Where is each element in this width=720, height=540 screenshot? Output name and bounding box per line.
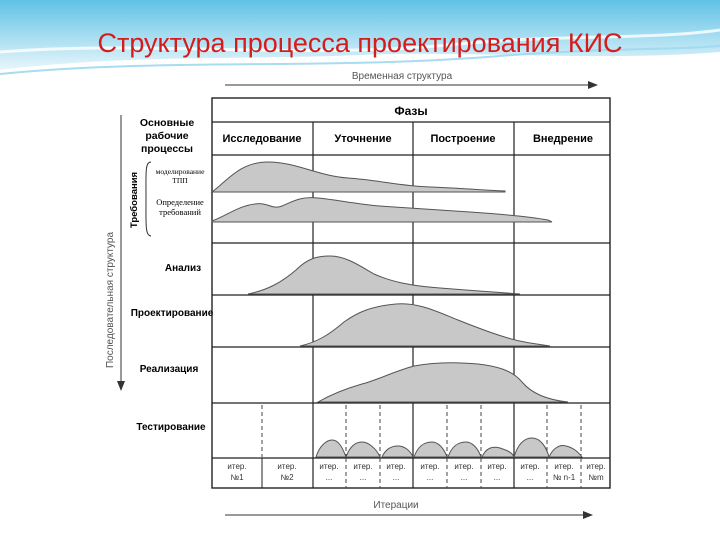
phase-construction: Построение [430,133,495,145]
iterations-axis-arrowhead [583,511,593,519]
sub-process-modeling-2: ТПП [172,176,188,185]
iteration-2-line2: №2 [280,473,294,482]
main-processes-label-3: процессы [141,143,193,155]
curve-requirements [211,197,553,223]
iteration-10-line2: № n-1 [553,473,576,482]
iteration-1-line2: №1 [230,473,244,482]
iteration-11-line1: итер. [586,462,605,471]
iteration-3-line1: итер. [319,462,338,471]
iteration-4-line1: итер. [353,462,372,471]
time-axis-arrowhead [588,81,598,89]
iteration-2-line1: итер. [277,462,296,471]
iteration-8-line1: итер. [487,462,506,471]
iteration-6-line2: ... [427,473,434,482]
curve-analysis [247,255,521,295]
iteration-10-line1: итер. [554,462,573,471]
main-processes-label-1: Основные [140,117,195,129]
curve-modeling [210,161,506,193]
process-design: Проектирование [131,308,214,319]
iteration-5-line2: ... [393,473,400,482]
sub-process-requirements-1: Определение [156,197,204,207]
iteration-9-line1: итер. [520,462,539,471]
curve-test-3 [381,445,414,458]
iteration-11-line2: №m [588,473,604,482]
iteration-9-line2: ... [527,473,534,482]
grid-frame [211,97,611,489]
requirements-label: Требования [129,172,140,228]
iterations-axis-label: Итерации [373,500,418,511]
iteration-8-line2: ... [494,473,501,482]
curve-test-7 [513,437,550,458]
curve-test-1 [315,439,347,458]
main-processes-label-2: рабочие [145,130,188,142]
iteration-5-line1: итер. [386,462,405,471]
iteration-7-line1: итер. [454,462,473,471]
phase-transition: Внедрение [533,133,593,145]
curve-test-2 [345,441,381,458]
process-implementation: Реализация [140,364,199,375]
curve-test-6 [481,446,515,458]
phases-header: Фазы [394,104,427,118]
process-analysis: Анализ [165,263,201,274]
curve-test-4 [413,441,448,458]
iteration-7-line2: ... [461,473,468,482]
iteration-3-line2: ... [326,473,333,482]
sub-process-modeling-1: моделирование [156,167,205,176]
time-axis-label: Временная структура [352,71,453,82]
process-axis-label: Последовательная структура [105,232,116,369]
slide-title: Структура процесса проектирования КИС [97,28,623,58]
sub-process-requirements-2: требований [159,207,201,217]
iteration-1-line1: итер. [227,462,246,471]
process-axis-arrowhead [117,381,125,391]
diagram-paper [97,70,608,540]
phase-elaboration: Уточнение [334,133,391,145]
curve-test-8 [548,445,584,458]
curve-test-5 [447,441,482,458]
requirements-brace [145,161,152,237]
iteration-4-line2: ... [360,473,367,482]
curve-design [299,303,551,347]
iteration-6-line1: итер. [420,462,439,471]
phase-research: Исследование [222,133,301,145]
curve-implementation [316,362,569,403]
process-testing: Тестирование [136,422,206,433]
